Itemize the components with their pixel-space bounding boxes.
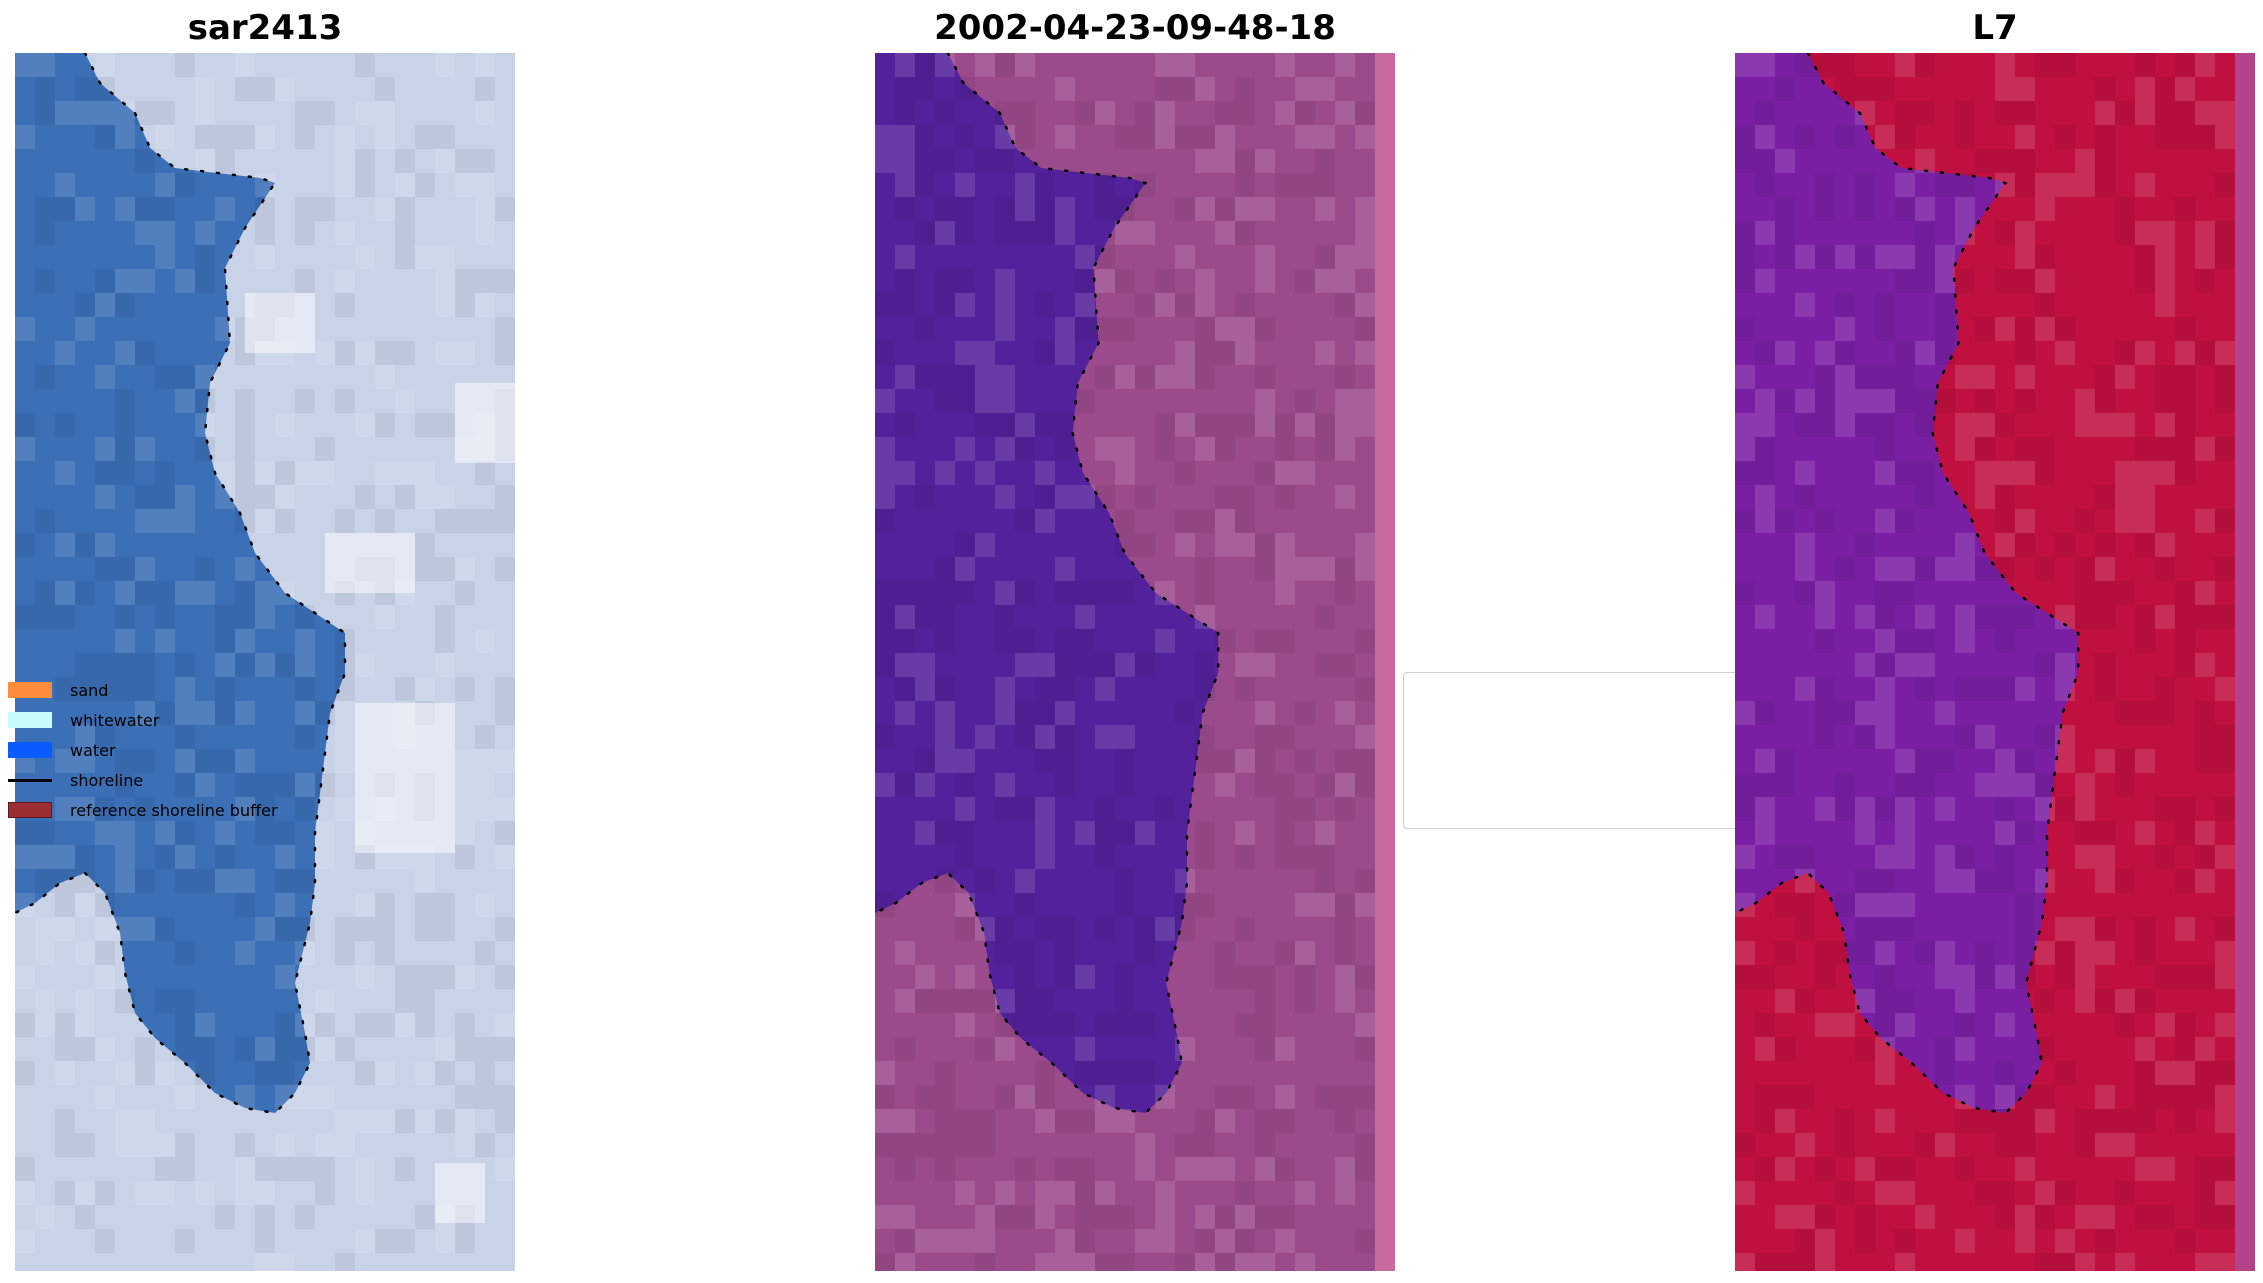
legend-item-whitewater: whitewater — [8, 707, 159, 733]
legend-label-whitewater: whitewater — [70, 710, 160, 730]
pixel-texture — [15, 53, 515, 1271]
legend-box — [1403, 672, 1735, 829]
legend-item-water: water — [8, 737, 116, 763]
legend-label-water: water — [70, 740, 116, 760]
panel-title-rgb: sar2413 — [187, 8, 343, 48]
panel-title-classified: 2002-04-23-09-48-18 — [934, 8, 1336, 48]
pixel-texture — [1735, 53, 2255, 1271]
panel-title-index: L7 — [1972, 8, 2018, 48]
legend-swatch-sand — [8, 682, 52, 698]
legend-item-reference-buffer: reference shoreline buffer — [8, 797, 278, 823]
rgb-image-panel — [15, 53, 515, 1271]
legend-label-sand: sand — [70, 680, 109, 700]
classified-image — [875, 53, 1395, 1271]
rgb-image — [15, 53, 515, 1271]
legend-item-sand: sand — [8, 677, 108, 703]
legend-item-shoreline: shoreline — [8, 767, 143, 793]
legend-label-shoreline: shoreline — [70, 770, 144, 790]
legend-swatch-water — [8, 742, 52, 758]
legend-label-reference-buffer: reference shoreline buffer — [70, 800, 278, 820]
index-image — [1735, 53, 2255, 1271]
legend-swatch-whitewater — [8, 712, 52, 728]
legend-swatch-reference-buffer — [8, 802, 52, 818]
legend-swatch-shoreline — [8, 778, 52, 782]
classified-image-panel — [875, 53, 1395, 1271]
index-image-panel — [1735, 53, 2255, 1271]
